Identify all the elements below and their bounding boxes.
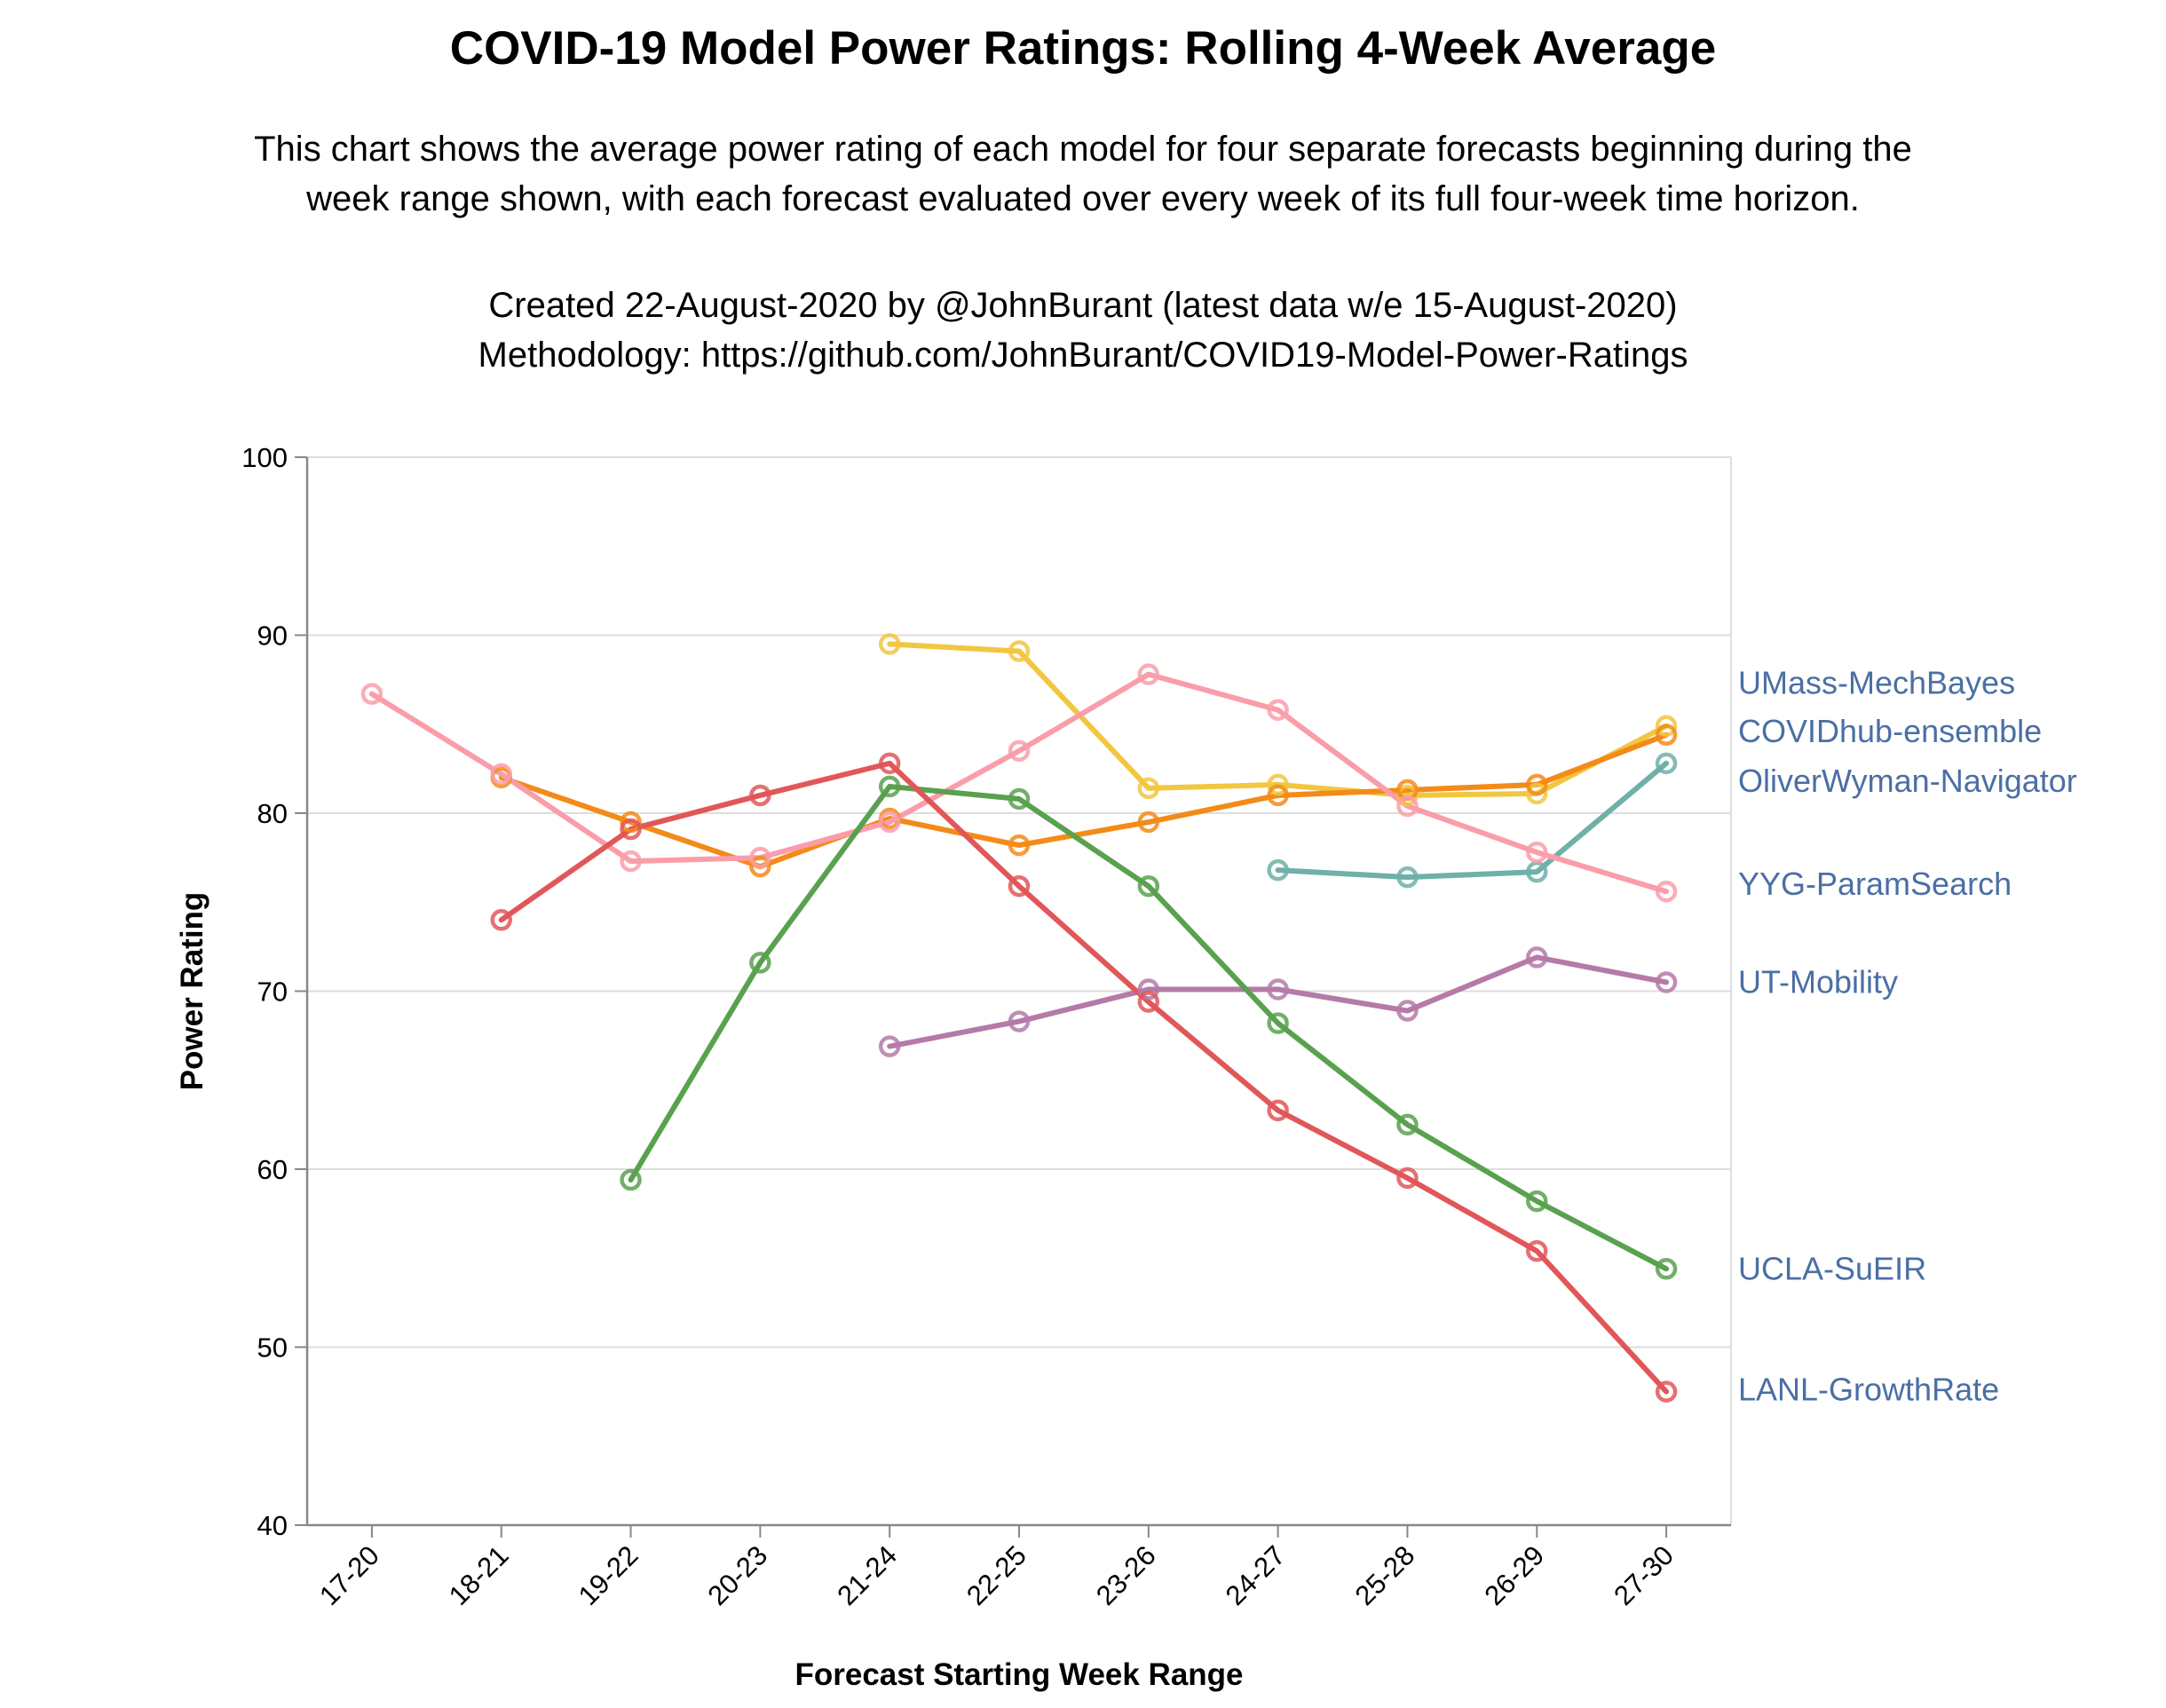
- series-label: OliverWyman-Navigator: [1738, 763, 2077, 799]
- series-label: LANL-GrowthRate: [1738, 1372, 1999, 1408]
- credit-line: Created 22-August-2020 by @JohnBurant (l…: [488, 286, 1678, 325]
- y-axis-title: Power Rating: [175, 892, 209, 1091]
- data-point: [1655, 1258, 1678, 1280]
- data-point: [1137, 874, 1160, 897]
- data-point: [1655, 1380, 1678, 1403]
- data-point: [1137, 991, 1160, 1013]
- x-tick-label: 26-29: [1478, 1539, 1550, 1611]
- data-point: [1267, 699, 1289, 721]
- chart-title: COVID-19 Model Power Ratings: Rolling 4-…: [449, 22, 1717, 75]
- data-point: [1396, 866, 1419, 889]
- x-tick-label: 17-20: [313, 1539, 385, 1611]
- data-point: [1267, 1099, 1289, 1122]
- data-point: [1655, 715, 1678, 738]
- series-label: UCLA-SuEIR: [1738, 1250, 1926, 1286]
- data-point: [878, 752, 901, 775]
- x-tick-label: 19-22: [573, 1539, 644, 1611]
- data-point: [1526, 782, 1548, 805]
- data-point: [1267, 858, 1289, 882]
- data-point: [360, 683, 383, 705]
- data-point: [878, 775, 901, 798]
- series-line: [628, 783, 1670, 1272]
- data-point: [1526, 773, 1548, 796]
- data-point: [1008, 787, 1031, 811]
- data-point: [1655, 880, 1678, 903]
- subtitle-line-1: This chart shows the average power ratin…: [254, 130, 1912, 169]
- data-point: [1655, 724, 1678, 747]
- data-point: [1008, 640, 1031, 662]
- methodology-line: Methodology: https://github.com/JohnBura…: [478, 336, 1688, 375]
- data-point: [1137, 978, 1160, 1000]
- data-point: [1267, 1012, 1289, 1034]
- subtitle-line-2: week range shown, with each forecast eva…: [306, 179, 1860, 218]
- series-line: [1275, 760, 1670, 881]
- y-tick-label: 50: [257, 1332, 288, 1364]
- data-point: [878, 811, 901, 834]
- data-point: [1267, 784, 1289, 807]
- y-tick-label: 80: [257, 798, 288, 829]
- data-point: [620, 818, 642, 841]
- y-tick-label: 100: [241, 442, 288, 473]
- series-line: [498, 760, 1670, 1395]
- y-tick-label: 90: [257, 621, 288, 652]
- data-point: [1008, 1010, 1031, 1032]
- data-point: [1396, 1166, 1419, 1190]
- data-point: [1396, 795, 1419, 818]
- data-point: [1008, 874, 1031, 897]
- data-point: [1526, 946, 1548, 969]
- x-tick-label: 23-26: [1090, 1539, 1162, 1611]
- x-tick-label: 21-24: [831, 1539, 903, 1611]
- data-point: [1526, 841, 1548, 864]
- data-point: [1267, 978, 1289, 1000]
- data-point: [1526, 1239, 1548, 1262]
- data-point: [1655, 971, 1678, 993]
- series-label: YYG-ParamSearch: [1738, 866, 2012, 902]
- data-point: [1137, 777, 1160, 800]
- data-point: [1008, 834, 1031, 857]
- x-tick-label: 25-28: [1349, 1539, 1421, 1611]
- x-tick-label: 27-30: [1608, 1539, 1680, 1611]
- x-tick-label: 18-21: [443, 1539, 515, 1611]
- data-point: [1137, 811, 1160, 834]
- series-label: COVIDhub-ensemble: [1738, 713, 2042, 749]
- data-point: [878, 633, 901, 655]
- data-point: [1396, 1113, 1419, 1136]
- data-point: [1396, 1000, 1419, 1022]
- data-point: [620, 811, 642, 834]
- data-point: [1008, 739, 1031, 763]
- y-tick-label: 40: [257, 1510, 288, 1541]
- data-point: [1137, 663, 1160, 685]
- series-line: [368, 671, 1670, 895]
- series-line: [498, 731, 1670, 870]
- data-point: [1655, 752, 1678, 775]
- x-tick-label: 20-23: [701, 1539, 773, 1611]
- data-point: [490, 763, 512, 786]
- y-tick-label: 70: [257, 977, 288, 1008]
- data-point: [620, 850, 642, 873]
- data-point: [620, 1168, 642, 1191]
- series-label: UT-Mobility: [1738, 963, 1898, 1000]
- series-label: UMass-MechBayes: [1738, 665, 2015, 701]
- y-tick-label: 60: [257, 1154, 288, 1185]
- data-point: [749, 846, 771, 869]
- data-point: [749, 952, 771, 974]
- x-tick-label: 22-25: [960, 1539, 1032, 1611]
- data-point: [490, 909, 512, 931]
- data-point: [878, 1035, 901, 1057]
- data-point: [749, 784, 771, 807]
- data-point: [749, 855, 771, 878]
- data-point: [1526, 1190, 1548, 1213]
- series-line: [887, 954, 1670, 1049]
- data-point: [1267, 773, 1289, 796]
- x-axis-title: Forecast Starting Week Range: [794, 1657, 1243, 1692]
- x-tick-label: 24-27: [1220, 1539, 1292, 1611]
